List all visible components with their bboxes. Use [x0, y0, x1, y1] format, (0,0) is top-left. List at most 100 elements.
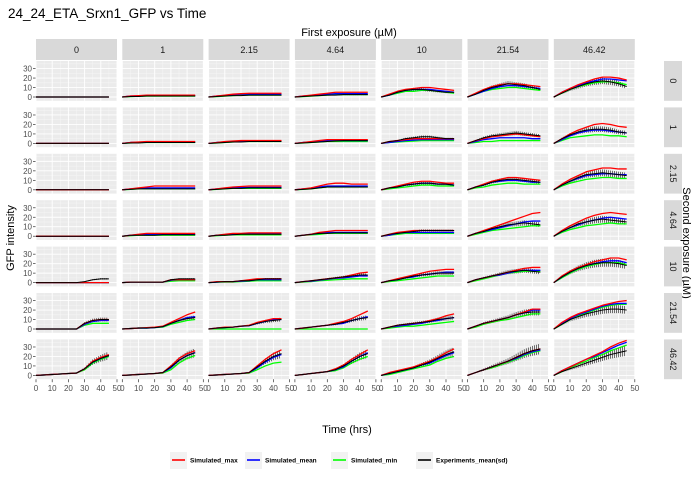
- series-experiments-mean-sd: [294, 317, 368, 330]
- series-experiments-mean-sd: [36, 278, 109, 284]
- y-tick-label: 0: [28, 279, 33, 288]
- y-tick-label: 30: [23, 250, 32, 259]
- x-tick-label: 40: [96, 384, 105, 393]
- x-tick-label: 10: [134, 384, 143, 393]
- series-simulated-max: [553, 76, 627, 98]
- series-simulated-mean: [467, 137, 541, 145]
- x-tick-label: 0: [465, 384, 470, 393]
- series-experiments-mean-sd: [553, 172, 627, 191]
- y-tick-label: 20: [23, 167, 32, 176]
- panel-0-46.42: [553, 61, 636, 101]
- x-tick-label: 50: [544, 384, 553, 393]
- x-tick-label: 30: [166, 384, 175, 393]
- panel-1-1: [121, 107, 204, 148]
- panel-46.42-46.42: [553, 339, 636, 380]
- y-tick-label: 10: [23, 84, 32, 93]
- series-experiments-mean-sd: [35, 355, 110, 376]
- series-simulated-max: [294, 91, 368, 98]
- panel-0-2.15: [208, 61, 291, 101]
- strip-col-2.15: [208, 39, 290, 60]
- strip-col-label: 0: [74, 45, 79, 55]
- panel-10-1: [121, 246, 204, 287]
- panel-1-4.64: [294, 107, 377, 148]
- panel-10-10: [380, 246, 463, 287]
- x-tick-label: 0: [34, 384, 39, 393]
- panel-2.15-4.64: [294, 153, 377, 194]
- series-experiments-mean-sd: [467, 83, 541, 98]
- y-tick-label: 20: [23, 352, 32, 361]
- panel-46.42-21.54: [467, 339, 549, 380]
- series-experiments-mean-sd: [122, 188, 196, 191]
- strip-row-label: 4.64: [668, 211, 678, 229]
- legend-label: Simulated_max: [190, 458, 238, 465]
- x-tick-label: 10: [479, 384, 488, 393]
- panel-4.64-46.42: [553, 200, 636, 240]
- y-tick-label: 10: [23, 316, 32, 325]
- x-tick-label: 20: [495, 384, 504, 393]
- series-experiments-mean-sd: [294, 94, 368, 98]
- strip-row-label: 21.54: [668, 302, 678, 325]
- y-tick-label: 0: [28, 325, 33, 334]
- series-experiments-mean-sd: [381, 182, 455, 191]
- series-simulated-max: [553, 339, 627, 376]
- series-experiments-mean-sd: [467, 132, 541, 144]
- series-experiments-mean-sd: [294, 274, 368, 284]
- panel-21.54-2.15: [208, 293, 291, 333]
- panel-46.42-10: [380, 339, 463, 380]
- series-experiments-mean-sd: [294, 186, 368, 191]
- legend-label: Experiments_mean(sd): [436, 458, 508, 465]
- strip-col-1: [122, 39, 204, 60]
- series-simulated-min: [467, 313, 541, 330]
- series-simulated-max: [553, 167, 627, 191]
- y-tick-label: 10: [23, 269, 32, 278]
- panel-10-46.42: [553, 246, 636, 287]
- series-experiments-mean-sd: [208, 187, 282, 191]
- series-experiments-mean-sd: [381, 88, 455, 98]
- panel-0-10: [380, 61, 463, 101]
- series-simulated-min: [381, 320, 455, 330]
- series-experiments-mean-sd: [208, 278, 282, 284]
- y-tick-label: 10: [23, 223, 32, 232]
- y-tick-label: 0: [28, 139, 33, 148]
- x-tick-label: 40: [183, 384, 192, 393]
- x-tick-label: 50: [458, 384, 467, 393]
- x-tick-label: 30: [512, 384, 521, 393]
- series-experiments-mean-sd: [467, 178, 541, 191]
- y-tick-label: 30: [23, 204, 32, 213]
- panel-10-0: [35, 246, 118, 287]
- panel-21.54-1: [121, 293, 204, 333]
- panel-2.15-10: [380, 153, 463, 194]
- series-simulated-max: [122, 140, 196, 145]
- strip-col-46.42: [553, 39, 635, 60]
- x-tick-label: 40: [355, 384, 364, 393]
- panel-0-21.54: [467, 61, 549, 101]
- series-experiments-mean-sd: [381, 272, 455, 284]
- panel-46.42-0: [35, 339, 118, 380]
- x-tick-label: 20: [323, 384, 332, 393]
- strip-col-0: [36, 39, 117, 60]
- legend-item-experiments-mean-sd: Experiments_mean(sd): [416, 452, 508, 469]
- panel-grid: 0 1 2.15 4.64 10 21.54 46.42 0 1 2.15 4.64 10 21.54 4…: [23, 39, 682, 393]
- series-simulated-max: [294, 182, 368, 191]
- legend-label: Simulated_min: [351, 458, 397, 465]
- panel-21.54-4.64: [294, 293, 377, 333]
- y-tick-label: 30: [23, 343, 32, 352]
- panel-1-46.42: [553, 107, 636, 148]
- series-simulated-max: [380, 348, 455, 377]
- x-tick-label: 50: [630, 384, 639, 393]
- y-tick-label: 10: [23, 362, 32, 371]
- x-tick-label: 40: [269, 384, 278, 393]
- x-tick-label: 30: [425, 384, 434, 393]
- series-simulated-max: [380, 86, 455, 98]
- y-tick-label: 10: [23, 176, 32, 185]
- series-experiments-mean-sd: [467, 222, 541, 237]
- x-tick-label: 30: [598, 384, 607, 393]
- series-simulated-max: [208, 185, 282, 191]
- y-tick-label: 20: [23, 306, 32, 315]
- y-tick-label: 30: [23, 157, 32, 166]
- y-tick-label: 30: [23, 111, 32, 120]
- series-simulated-min: [467, 139, 541, 145]
- y-tick-label: 0: [28, 232, 33, 241]
- strip-col-label: 46.42: [583, 45, 606, 55]
- panel-4.64-1: [121, 200, 204, 240]
